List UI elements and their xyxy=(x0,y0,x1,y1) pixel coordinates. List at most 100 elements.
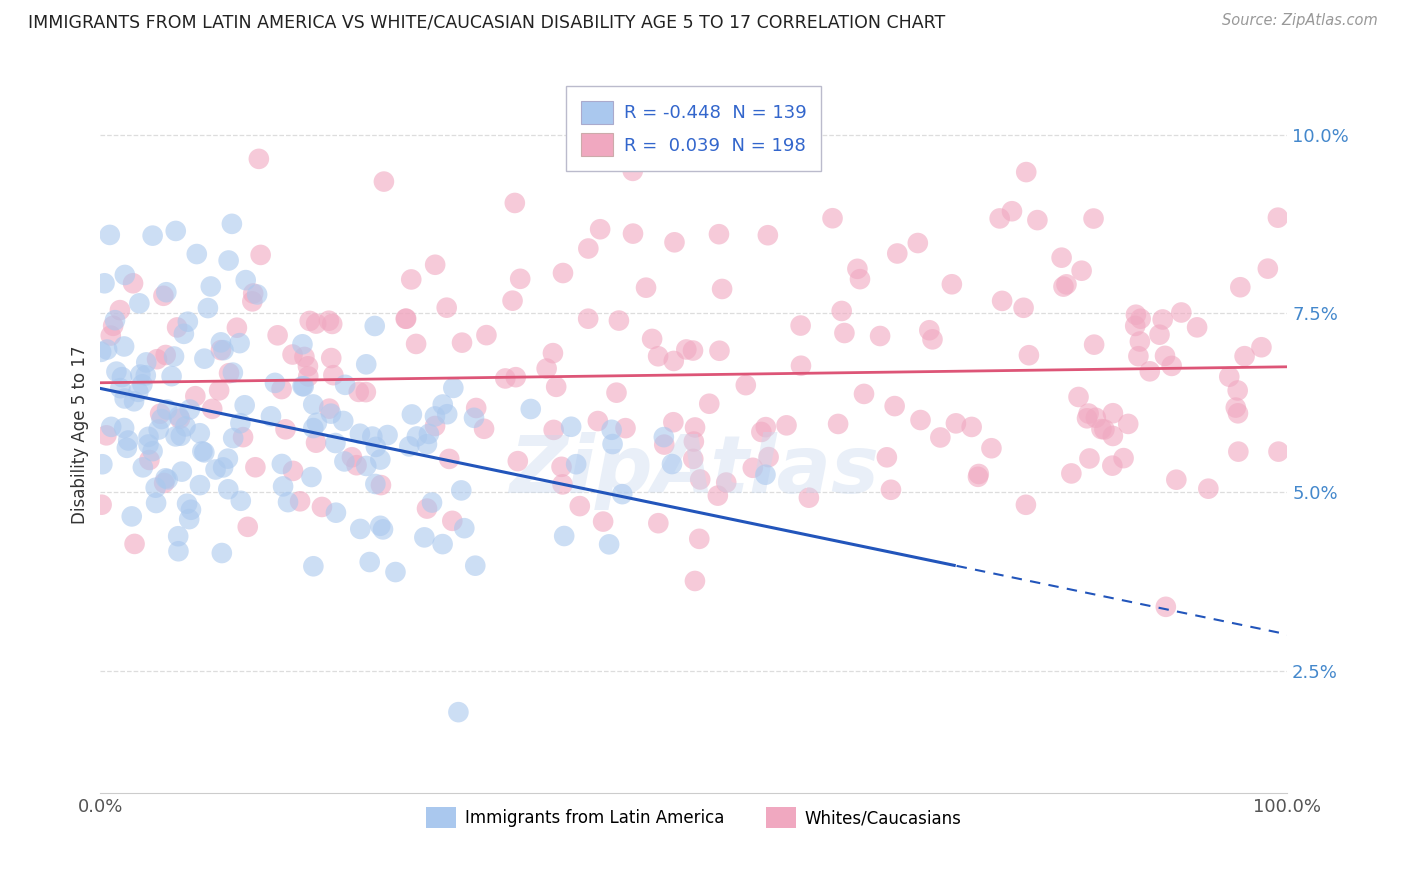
Immigrants from Latin America xyxy=(291,337,314,351)
Whites/Caucasians xyxy=(1257,261,1279,276)
Whites/Caucasians xyxy=(967,470,990,484)
Whites/Caucasians xyxy=(274,422,297,436)
Whites/Caucasians xyxy=(709,343,731,358)
Whites/Caucasians xyxy=(1012,301,1035,315)
Whites/Caucasians xyxy=(831,304,853,318)
Whites/Caucasians xyxy=(967,467,990,481)
Immigrants from Latin America xyxy=(112,339,135,353)
Whites/Caucasians xyxy=(146,352,169,367)
Whites/Caucasians xyxy=(305,317,328,331)
Immigrants from Latin America xyxy=(129,368,152,382)
Whites/Caucasians xyxy=(101,318,124,333)
Whites/Caucasians xyxy=(124,537,146,551)
Immigrants from Latin America xyxy=(163,350,186,364)
Immigrants from Latin America xyxy=(354,357,377,371)
Immigrants from Latin America xyxy=(204,462,226,476)
Immigrants from Latin America xyxy=(228,336,250,351)
Whites/Caucasians xyxy=(621,227,644,241)
Whites/Caucasians xyxy=(1067,390,1090,404)
Whites/Caucasians xyxy=(551,477,574,491)
Immigrants from Latin America xyxy=(416,437,439,451)
Immigrants from Latin America xyxy=(371,522,394,536)
Whites/Caucasians xyxy=(546,380,568,394)
Whites/Caucasians xyxy=(576,311,599,326)
Whites/Caucasians xyxy=(1083,337,1105,351)
Whites/Caucasians xyxy=(149,407,172,421)
Whites/Caucasians xyxy=(475,328,498,343)
Whites/Caucasians xyxy=(1149,327,1171,342)
Immigrants from Latin America xyxy=(114,392,136,406)
Immigrants from Latin America xyxy=(302,559,325,574)
Whites/Caucasians xyxy=(551,266,574,280)
Immigrants from Latin America xyxy=(145,481,167,495)
Immigrants from Latin America xyxy=(277,495,299,509)
Whites/Caucasians xyxy=(707,489,730,503)
Whites/Caucasians xyxy=(1015,165,1038,179)
Whites/Caucasians xyxy=(509,272,531,286)
Whites/Caucasians xyxy=(311,500,333,514)
Whites/Caucasians xyxy=(266,328,288,343)
Immigrants from Latin America xyxy=(179,512,201,526)
Whites/Caucasians xyxy=(1116,417,1139,431)
Immigrants from Latin America xyxy=(200,279,222,293)
Whites/Caucasians xyxy=(1056,277,1078,292)
Immigrants from Latin America xyxy=(222,431,245,445)
Immigrants from Latin America xyxy=(652,430,675,444)
Whites/Caucasians xyxy=(318,314,340,328)
Whites/Caucasians xyxy=(621,164,644,178)
Immigrants from Latin America xyxy=(148,423,170,437)
Immigrants from Latin America xyxy=(332,414,354,428)
Whites/Caucasians xyxy=(288,494,311,508)
Immigrants from Latin America xyxy=(270,457,292,471)
Whites/Caucasians xyxy=(122,277,145,291)
Immigrants from Latin America xyxy=(432,397,454,411)
Immigrants from Latin America xyxy=(325,436,347,450)
Whites/Caucasians xyxy=(697,397,720,411)
Whites/Caucasians xyxy=(340,450,363,465)
Whites/Caucasians xyxy=(1125,308,1147,322)
Whites/Caucasians xyxy=(503,196,526,211)
Immigrants from Latin America xyxy=(560,419,582,434)
Immigrants from Latin America xyxy=(110,381,132,395)
Immigrants from Latin America xyxy=(361,429,384,443)
Immigrants from Latin America xyxy=(432,537,454,551)
Whites/Caucasians xyxy=(1102,429,1125,443)
Immigrants from Latin America xyxy=(217,451,239,466)
Whites/Caucasians xyxy=(1128,349,1150,363)
Immigrants from Latin America xyxy=(165,224,187,238)
Immigrants from Latin America xyxy=(115,441,138,455)
Whites/Caucasians xyxy=(1070,263,1092,277)
Whites/Caucasians xyxy=(249,248,271,262)
Whites/Caucasians xyxy=(373,175,395,189)
Immigrants from Latin America xyxy=(302,397,325,411)
Whites/Caucasians xyxy=(270,382,292,396)
Whites/Caucasians xyxy=(751,425,773,439)
Whites/Caucasians xyxy=(100,328,122,343)
Whites/Caucasians xyxy=(322,368,344,383)
Whites/Caucasians xyxy=(472,422,495,436)
Whites/Caucasians xyxy=(108,303,131,318)
Whites/Caucasians xyxy=(155,348,177,362)
Immigrants from Latin America xyxy=(174,419,197,434)
Whites/Caucasians xyxy=(1229,280,1251,294)
Immigrants from Latin America xyxy=(384,565,406,579)
Immigrants from Latin America xyxy=(600,423,623,437)
Immigrants from Latin America xyxy=(325,506,347,520)
Whites/Caucasians xyxy=(797,491,820,505)
Immigrants from Latin America xyxy=(370,452,392,467)
Whites/Caucasians xyxy=(1129,334,1152,349)
Immigrants from Latin America xyxy=(167,529,190,543)
Immigrants from Latin America xyxy=(170,465,193,479)
Immigrants from Latin America xyxy=(229,493,252,508)
Whites/Caucasians xyxy=(541,346,564,360)
Whites/Caucasians xyxy=(876,450,898,465)
Immigrants from Latin America xyxy=(217,483,239,497)
Whites/Caucasians xyxy=(1154,349,1177,363)
Legend: Immigrants from Latin America, Whites/Caucasians: Immigrants from Latin America, Whites/Ca… xyxy=(420,801,967,834)
Whites/Caucasians xyxy=(827,417,849,431)
Immigrants from Latin America xyxy=(335,377,357,392)
Immigrants from Latin America xyxy=(138,437,160,451)
Whites/Caucasians xyxy=(297,369,319,384)
Whites/Caucasians xyxy=(880,483,903,497)
Whites/Caucasians xyxy=(505,370,527,384)
